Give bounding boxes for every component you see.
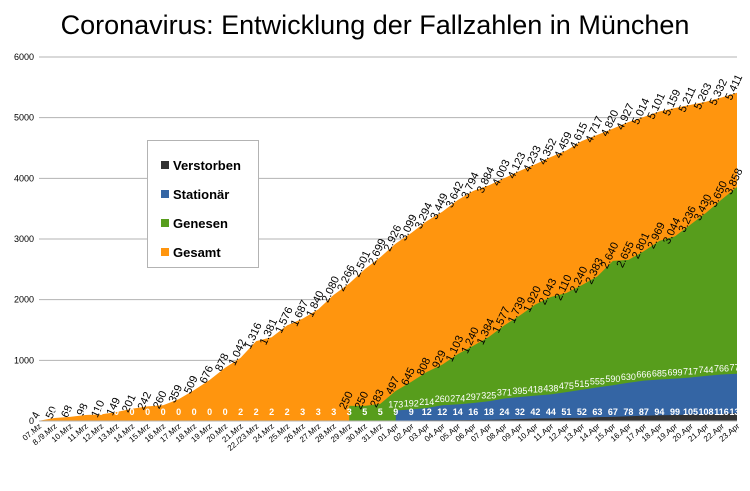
- chart-title: Coronavirus: Entwicklung der Fallzahlen …: [60, 10, 690, 40]
- data-label-verstorben: 99: [670, 407, 680, 417]
- data-label-verstorben: 5: [378, 407, 383, 417]
- data-label-verstorben: 52: [577, 407, 587, 417]
- data-label-verstorben: 0: [114, 407, 119, 417]
- data-label-gesamt: 98: [75, 402, 91, 418]
- data-label-verstorben: 2: [285, 407, 290, 417]
- y-tick-label: 5000: [14, 113, 34, 123]
- data-label-stationaer: 666: [636, 370, 651, 380]
- area-stationaer: [395, 373, 737, 421]
- data-label-verstorben: 0: [161, 407, 166, 417]
- data-label-verstorben: 16: [468, 407, 478, 417]
- legend-swatch-genesen: [161, 219, 169, 227]
- legend-swatch-gesamt: [161, 248, 169, 256]
- data-label-gesamt: 50: [44, 405, 60, 421]
- y-tick-label: 3000: [14, 234, 34, 244]
- legend-label-verstorben: Verstorben: [173, 158, 241, 173]
- data-label-stationaer: 297: [466, 392, 481, 402]
- data-label-stationaer: 418: [528, 385, 543, 395]
- data-label-verstorben: 42: [530, 407, 540, 417]
- data-label-verstorben: 5: [362, 407, 367, 417]
- data-label-stationaer: 630: [621, 372, 636, 382]
- data-label-verstorben: 63: [592, 407, 602, 417]
- data-label-verstorben: 0: [145, 407, 150, 417]
- data-label-verstorben: 87: [639, 407, 649, 417]
- legend-swatch-stationaer: [161, 190, 169, 198]
- data-label-stationaer: 766: [714, 364, 729, 374]
- y-tick-label: 1000: [14, 355, 34, 365]
- data-label-stationaer: 555: [590, 376, 605, 386]
- data-label-verstorben: 0: [192, 407, 197, 417]
- data-label-verstorben: 3: [331, 407, 336, 417]
- data-label-stationaer: 475: [559, 381, 574, 391]
- y-tick-label: 6000: [14, 52, 34, 62]
- data-label-stationaer: 590: [605, 374, 620, 384]
- data-label-stationaer: 325: [481, 390, 496, 400]
- data-label-verstorben: 12: [422, 407, 432, 417]
- area-verstorben: [39, 413, 737, 421]
- data-label-verstorben: 105: [683, 407, 698, 417]
- data-label-verstorben: 67: [608, 407, 618, 417]
- legend-label-stationaer: Stationär: [173, 187, 230, 202]
- data-label-verstorben: 108: [698, 407, 713, 417]
- data-label-verstorben: 9: [393, 407, 398, 417]
- data-label-verstorben: 44: [546, 407, 556, 417]
- data-label-verstorben: 0: [130, 407, 135, 417]
- data-label-stationaer: 699: [667, 368, 682, 378]
- data-label-verstorben: 0: [83, 407, 88, 417]
- legend-swatch-verstorben: [161, 161, 169, 169]
- legend-label-genesen: Genesen: [173, 216, 228, 231]
- data-label-verstorben: 32: [515, 407, 525, 417]
- data-label-verstorben: 3: [316, 407, 321, 417]
- data-label-verstorben: 9: [409, 407, 414, 417]
- data-label-verstorben: 0: [36, 407, 41, 417]
- data-label-verstorben: 18: [484, 407, 494, 417]
- data-label-verstorben: 0: [68, 407, 73, 417]
- data-label-verstorben: 78: [623, 407, 633, 417]
- y-tick-label: 0: [29, 416, 34, 426]
- data-label-verstorben: 2: [269, 407, 274, 417]
- data-label-verstorben: 3: [300, 407, 305, 417]
- legend-label-gesamt: Gesamt: [173, 245, 221, 260]
- data-label-stationaer: 260: [435, 394, 450, 404]
- data-label-stationaer: 395: [512, 386, 527, 396]
- legend: Verstorben Stationär Genesen Gesamt: [147, 140, 259, 268]
- y-tick-label: 2000: [14, 295, 34, 305]
- data-label-verstorben: 94: [654, 407, 664, 417]
- data-label-verstorben: 51: [561, 407, 571, 417]
- data-label-verstorben: 2: [254, 407, 259, 417]
- data-label-gesamt: 68: [59, 404, 75, 420]
- data-label-verstorben: 0: [176, 407, 181, 417]
- data-label-verstorben: 0: [223, 407, 228, 417]
- data-label-verstorben: 0: [207, 407, 212, 417]
- data-label-verstorben: 0: [99, 407, 104, 417]
- data-label-stationaer: 371: [497, 387, 512, 397]
- data-label-verstorben: 2: [238, 407, 243, 417]
- data-label-stationaer: 173: [388, 400, 403, 410]
- area-genesen: [349, 186, 737, 421]
- data-label-stationaer: 744: [698, 365, 713, 375]
- data-label-verstorben: 130: [729, 407, 744, 417]
- data-label-verstorben: 116: [714, 407, 729, 417]
- data-label-stationaer: 274: [450, 393, 465, 403]
- data-label-stationaer: 438: [543, 383, 558, 393]
- data-label-verstorben: 12: [437, 407, 447, 417]
- data-label-verstorben: 0: [52, 407, 57, 417]
- data-label-gesamt: 4: [30, 410, 43, 421]
- data-label-stationaer: 717: [683, 367, 698, 377]
- data-label-verstorben: 24: [499, 407, 509, 417]
- data-label-stationaer: 214: [419, 397, 434, 407]
- data-label-stationaer: 779: [729, 363, 744, 373]
- data-label-verstorben: 3: [347, 407, 352, 417]
- y-tick-label: 4000: [14, 173, 34, 183]
- data-label-stationaer: 192: [404, 398, 419, 408]
- data-label-stationaer: 685: [652, 368, 667, 378]
- data-label-verstorben: 14: [453, 407, 463, 417]
- data-label-stationaer: 515: [574, 379, 589, 389]
